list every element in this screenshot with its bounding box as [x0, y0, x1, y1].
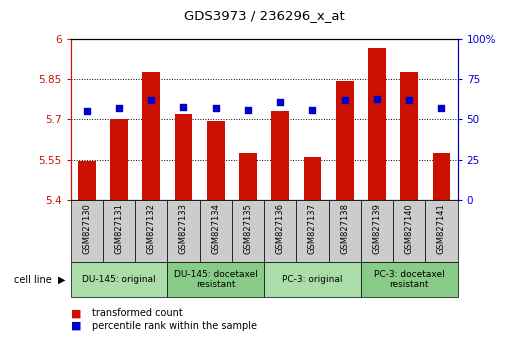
Bar	[433, 153, 450, 200]
Bar	[167, 200, 200, 262]
Text: GSM827140: GSM827140	[405, 203, 414, 254]
Bar	[200, 200, 232, 262]
Bar	[264, 200, 297, 262]
Text: ■: ■	[71, 308, 81, 318]
Point	[373, 96, 381, 101]
Text: cell line  ▶: cell line ▶	[14, 275, 65, 285]
Bar	[425, 200, 458, 262]
Point	[244, 107, 252, 113]
Text: GSM827133: GSM827133	[179, 203, 188, 254]
Text: GSM827132: GSM827132	[147, 203, 156, 254]
Bar	[297, 200, 328, 262]
Bar	[304, 157, 321, 200]
Bar	[103, 200, 135, 262]
Text: GSM827138: GSM827138	[340, 203, 349, 254]
Bar	[71, 200, 103, 262]
Text: transformed count: transformed count	[92, 308, 183, 318]
Bar	[393, 200, 425, 262]
Point	[211, 105, 220, 111]
Point	[309, 107, 317, 113]
Text: GSM827130: GSM827130	[82, 203, 91, 254]
Text: GSM827139: GSM827139	[372, 203, 381, 254]
Bar	[271, 112, 289, 200]
Text: DU-145: docetaxel
resistant: DU-145: docetaxel resistant	[174, 270, 258, 289]
Point	[179, 104, 188, 109]
Text: GSM827135: GSM827135	[244, 203, 253, 254]
Bar	[110, 120, 128, 200]
Point	[83, 109, 91, 114]
Bar	[167, 262, 264, 297]
Text: GSM827136: GSM827136	[276, 203, 285, 254]
Bar	[361, 200, 393, 262]
Bar	[207, 121, 224, 200]
Bar	[142, 73, 160, 200]
Point	[147, 97, 155, 103]
Text: GSM827131: GSM827131	[115, 203, 123, 254]
Text: PC-3: docetaxel
resistant: PC-3: docetaxel resistant	[374, 270, 445, 289]
Bar	[328, 200, 361, 262]
Bar	[232, 200, 264, 262]
Text: percentile rank within the sample: percentile rank within the sample	[92, 321, 256, 331]
Bar	[401, 73, 418, 200]
Bar	[78, 161, 96, 200]
Text: DU-145: original: DU-145: original	[82, 275, 156, 284]
Bar	[361, 262, 458, 297]
Bar	[264, 262, 361, 297]
Point	[405, 97, 413, 103]
Point	[276, 99, 285, 104]
Point	[340, 97, 349, 103]
Text: GSM827141: GSM827141	[437, 203, 446, 254]
Point	[115, 105, 123, 111]
Text: PC-3: original: PC-3: original	[282, 275, 343, 284]
Bar	[175, 114, 192, 200]
Text: GSM827137: GSM827137	[308, 203, 317, 254]
Bar	[71, 262, 167, 297]
Bar	[368, 48, 386, 200]
Bar	[239, 153, 257, 200]
Bar	[135, 200, 167, 262]
Text: GDS3973 / 236296_x_at: GDS3973 / 236296_x_at	[184, 9, 345, 22]
Bar	[336, 81, 354, 200]
Text: ■: ■	[71, 321, 81, 331]
Point	[437, 105, 446, 111]
Text: GSM827134: GSM827134	[211, 203, 220, 254]
